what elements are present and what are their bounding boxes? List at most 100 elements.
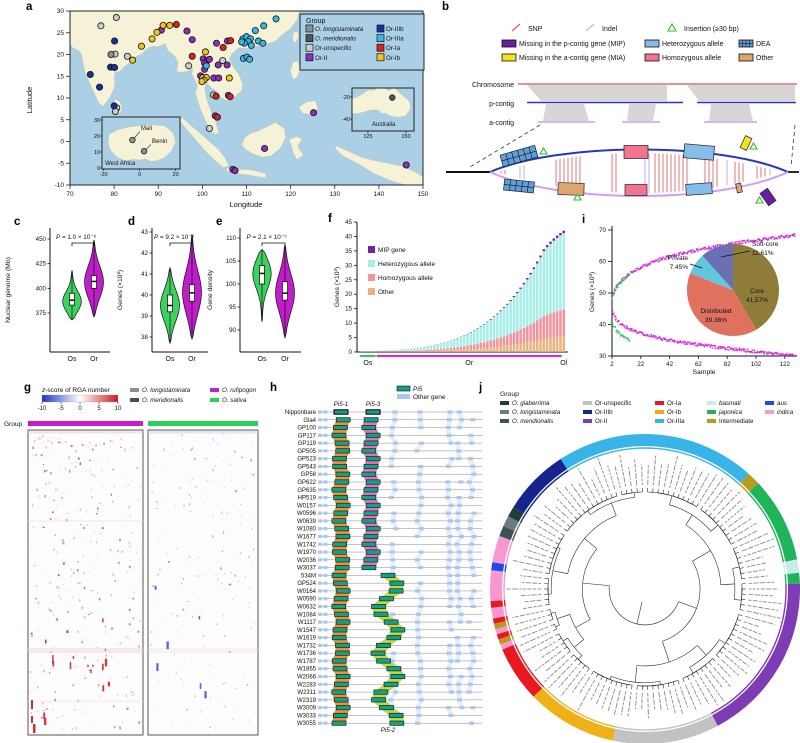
heat-cell (70, 490, 73, 492)
tip-name-mark (673, 464, 676, 471)
curve-point (660, 256, 663, 259)
tree-branch (546, 567, 551, 569)
pie-label: Soft-core (752, 241, 779, 248)
tip-name-mark (753, 570, 758, 573)
bar-segment-het (472, 330, 476, 345)
legend-swatch (130, 398, 139, 402)
heat-cell (61, 496, 63, 499)
accession-label: W1865 (297, 667, 317, 673)
tip-name-mark (763, 532, 768, 536)
curve-point (722, 346, 725, 349)
bar-segment-hom (549, 313, 552, 338)
tip-name-mark (597, 476, 600, 480)
other-gene-box (323, 441, 328, 445)
bar-segment-mip (535, 261, 539, 264)
tip-name-mark (744, 541, 750, 545)
curve-point (775, 351, 778, 354)
bar-segment-het (502, 308, 506, 337)
bar-segment-hom (482, 342, 486, 349)
legend-swatch (583, 419, 592, 423)
tip-name-mark (550, 673, 554, 677)
tip-name-mark (766, 539, 771, 542)
ring-segment-japonica (749, 483, 798, 562)
heat-cell (220, 582, 223, 585)
x-axis-label: Sample (692, 369, 715, 376)
heat-cell (176, 548, 178, 550)
y-tick-label: 110 (226, 235, 236, 242)
accession-label: W2036 (297, 558, 317, 564)
tree-branch (735, 551, 740, 554)
bar-segment-hom (555, 311, 559, 337)
map-points (86, 14, 410, 175)
curve-point (662, 256, 665, 259)
pi5-gene-box (333, 510, 349, 516)
accession-label: W3009 (297, 706, 317, 712)
tip-name-mark (514, 615, 519, 618)
other-gene-box (389, 425, 395, 430)
tip-name-mark (569, 511, 573, 515)
ring-segment-indica (492, 535, 511, 565)
gene-ribbon (391, 483, 398, 489)
bar-segment-het (456, 338, 459, 348)
heterozygous-box (685, 182, 713, 196)
tree-branch (550, 624, 555, 627)
heat-cell (252, 473, 255, 476)
tip-name-mark (527, 535, 531, 538)
curve-point (785, 353, 787, 356)
curve-point (618, 332, 621, 335)
tip-name-mark (699, 676, 703, 681)
tip-name-mark (773, 616, 776, 618)
tip-name-mark (568, 673, 571, 677)
other-gene-box (417, 410, 423, 414)
other-gene-box (445, 464, 451, 469)
other-gene-box (417, 566, 423, 570)
legend-item-label: Or-IIIb (595, 409, 613, 416)
heat-cell (193, 457, 196, 460)
tip-name-mark (748, 622, 753, 626)
bar-segment-het (539, 257, 542, 319)
tip-name-mark (557, 675, 561, 680)
tip-name-mark (601, 688, 604, 692)
heat-cell (76, 507, 79, 509)
tip-name-mark (600, 484, 603, 489)
legend-item-label: Or-Ib (667, 409, 682, 416)
tip-name-mark (578, 483, 582, 487)
heat-cell (239, 523, 242, 525)
heat-cell (195, 486, 198, 488)
x-tick-label: 120 (285, 191, 296, 198)
ring-accent (514, 643, 545, 688)
curve-point (754, 239, 757, 242)
legend-item-label: Or-IIIb (386, 26, 404, 33)
tip-name-mark (580, 676, 584, 682)
tip-name-mark (658, 692, 660, 698)
heat-cell (36, 488, 39, 492)
other-gene-box (318, 480, 322, 484)
curve-point (714, 345, 717, 348)
legend-swatch (376, 24, 385, 33)
heat-cell (138, 485, 141, 487)
curve-point (610, 323, 613, 325)
heat-cell (171, 444, 173, 447)
tip-name-mark (542, 615, 545, 618)
heat-cell (137, 467, 139, 469)
heat-cell (183, 504, 185, 507)
heat-cell (83, 616, 86, 619)
gene-ribbon (418, 499, 425, 504)
heat-cell (43, 469, 46, 471)
tip-name-mark (733, 519, 738, 524)
curve-point (689, 343, 692, 346)
tip-name-mark (670, 695, 673, 699)
tree-branch (586, 668, 590, 672)
gene-ribbon (445, 499, 454, 504)
tip-name-mark (719, 665, 724, 670)
tree-branch (552, 570, 568, 574)
gene-ribbon (446, 654, 454, 660)
tip-name-mark (747, 571, 752, 573)
alignment-block (627, 104, 656, 121)
tip-name-mark (544, 543, 551, 547)
tree-branch (662, 489, 664, 494)
tip-name-mark (553, 679, 557, 684)
gene-ribbon (414, 530, 424, 535)
tip-name-mark (545, 651, 551, 656)
